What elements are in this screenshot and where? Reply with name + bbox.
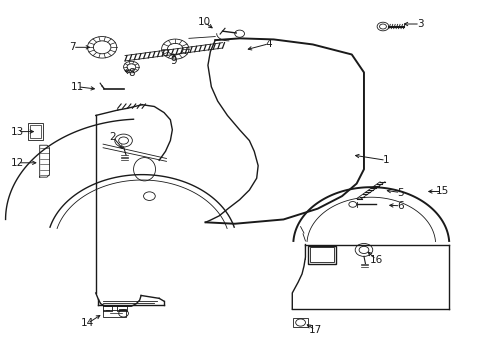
Text: 9: 9: [170, 56, 177, 66]
Text: 15: 15: [434, 186, 447, 197]
Text: 10: 10: [198, 17, 211, 27]
Bar: [293, 318, 307, 327]
Text: 17: 17: [308, 325, 321, 335]
Bar: [27, 123, 43, 140]
Text: 13: 13: [11, 127, 24, 136]
Text: 1: 1: [382, 155, 388, 165]
Bar: [307, 246, 335, 264]
Bar: [30, 125, 41, 138]
Text: 6: 6: [396, 201, 403, 211]
Text: 16: 16: [369, 255, 382, 265]
Text: 11: 11: [71, 82, 84, 92]
Text: 14: 14: [81, 319, 94, 328]
Bar: [103, 310, 126, 317]
Text: 7: 7: [69, 42, 76, 52]
Text: 5: 5: [396, 188, 403, 198]
Text: 3: 3: [416, 19, 423, 29]
Text: 2: 2: [109, 132, 116, 142]
Text: 12: 12: [11, 158, 24, 168]
Text: 8: 8: [128, 68, 134, 78]
Text: 4: 4: [265, 39, 272, 49]
Bar: [310, 247, 333, 262]
